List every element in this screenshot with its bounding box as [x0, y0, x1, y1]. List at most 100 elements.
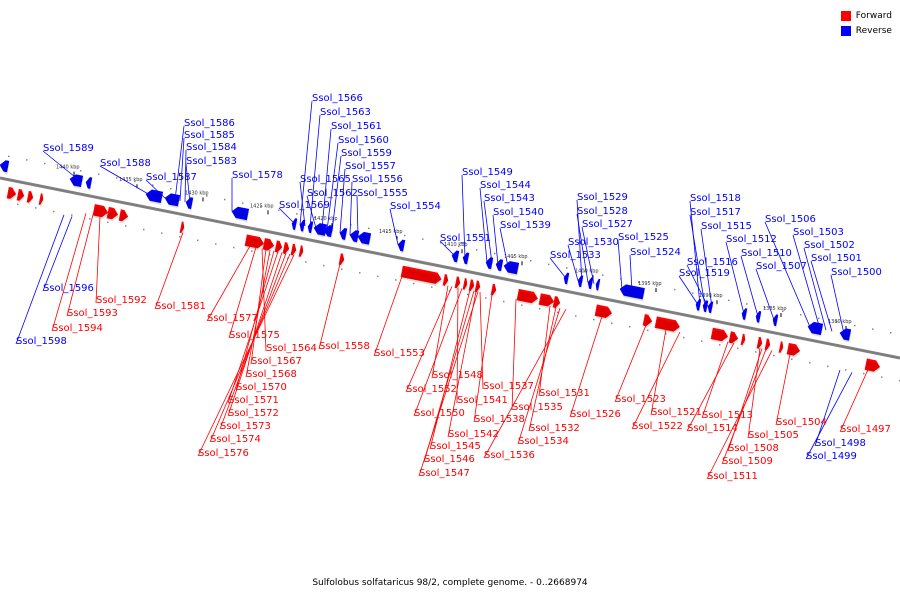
- tick-dot: [773, 354, 775, 357]
- forward-gene-shadow: [119, 211, 129, 224]
- forward-gene-shadow: [443, 276, 449, 288]
- forward-gene-shadow: [539, 295, 555, 309]
- reverse-gene: [0, 160, 10, 175]
- reverse-gene-label: Ssol_1586: [184, 118, 235, 129]
- forward-gene-label-connector: [511, 299, 517, 411]
- reverse-gene-shadow: [596, 281, 601, 293]
- reverse-gene-label: Ssol_1561: [331, 121, 382, 132]
- tick-dot: [395, 279, 397, 281]
- reverse-gene: [619, 284, 646, 302]
- reverse-gene-label: Ssol_1540: [493, 207, 544, 218]
- reverse-gene-label-connector: [755, 268, 775, 320]
- tick-dot: [98, 173, 100, 176]
- forward-gene: [490, 283, 497, 298]
- reverse-swatch: [840, 25, 851, 36]
- forward-gene-label-connector: [66, 214, 94, 317]
- forward-gene-shadow: [517, 291, 539, 306]
- forward-gene-shape: [728, 331, 739, 344]
- forward-gene-shadow: [765, 340, 771, 353]
- tick-dot: [296, 213, 298, 215]
- reverse-gene-label: Ssol_1498: [815, 438, 866, 449]
- tick-dot: [332, 220, 334, 222]
- kbp-tick-label: 1405 kbp: [504, 254, 528, 260]
- reverse-gene: [577, 275, 584, 289]
- tick-dot: [494, 252, 496, 255]
- forward-gene-shadow: [107, 209, 119, 222]
- forward-gene-label-connector: [228, 247, 257, 339]
- forward-gene-shape: [778, 341, 784, 353]
- reverse-gene-shape: [595, 278, 601, 291]
- reverse-gene: [164, 193, 181, 209]
- forward-gene-shape: [594, 304, 613, 319]
- legend-reverse: Reverse: [840, 23, 892, 38]
- forward-gene: [552, 296, 561, 310]
- forward-gene-shape: [454, 276, 461, 289]
- tick-dot: [656, 285, 658, 287]
- forward-gene-shadow: [245, 236, 265, 251]
- forward-gene-shape: [282, 242, 290, 254]
- forward-gene-label: Ssol_1567: [251, 356, 302, 367]
- reverse-gene-label-connector: [439, 240, 456, 257]
- reverse-gene-shape: [349, 230, 360, 243]
- forward-gene-shape: [864, 358, 881, 372]
- reverse-gene-shape: [231, 206, 250, 221]
- tick-dot: [215, 243, 217, 245]
- forward-gene-label-connector: [206, 245, 251, 322]
- reverse-gene-label-connector: [174, 125, 185, 201]
- forward-gene: [538, 293, 555, 309]
- forward-gene-shadow: [711, 330, 729, 344]
- tick-dot: [26, 159, 28, 161]
- forward-gene-label: Ssol_1542: [448, 429, 499, 440]
- forward-gene-label: Ssol_1536: [484, 450, 535, 461]
- forward-gene-shadow: [463, 280, 468, 292]
- tick-dot: [728, 299, 730, 302]
- forward-gene: [740, 333, 746, 348]
- tick-dot: [377, 275, 379, 278]
- kbp-tick-label: 1435 kbp: [119, 177, 143, 183]
- tick-dot: [431, 286, 433, 288]
- forward-gene-label-connector: [701, 341, 729, 419]
- forward-gene-shape: [262, 238, 275, 251]
- reverse-gene-label: Ssol_1527: [582, 219, 633, 230]
- reverse-gene-shadow: [708, 303, 714, 315]
- forward-gene-label: Ssol_1511: [707, 471, 758, 482]
- reverse-gene: [503, 261, 520, 277]
- forward-gene-shape: [710, 327, 729, 342]
- tick-dot: [107, 221, 109, 224]
- forward-gene: [728, 331, 739, 346]
- reverse-gene-label-connector: [145, 179, 166, 199]
- kbp-tick-label: 1385 kbp: [763, 306, 787, 312]
- reverse-gene-shadow: [165, 195, 181, 209]
- forward-gene-label: Ssol_1576: [198, 448, 249, 459]
- reverse-gene-shadow: [504, 263, 520, 277]
- forward-gene-shadow: [7, 189, 17, 201]
- tick-dot: [827, 365, 829, 368]
- tick-dot: [386, 231, 388, 233]
- reverse-gene-shadow: [398, 242, 406, 254]
- forward-gene-label: Ssol_1541: [457, 395, 508, 406]
- tick-dot: [197, 239, 199, 242]
- reverse-gene-shape: [357, 231, 372, 245]
- forward-gene-label-connector: [197, 254, 295, 457]
- reverse-gene-shape: [462, 252, 470, 265]
- forward-gene-label-connector: [517, 307, 561, 445]
- reverse-gene: [462, 252, 470, 267]
- forward-gene: [778, 341, 784, 355]
- reverse-gene-shape: [145, 189, 164, 204]
- forward-gene-shape: [400, 265, 442, 284]
- tick-dot: [134, 180, 136, 183]
- tick-dot: [800, 314, 802, 316]
- forward-gene: [710, 327, 729, 344]
- forward-gene-shape: [764, 338, 771, 351]
- forward-gene-shadow: [865, 360, 881, 374]
- forward-gene-label-connector: [456, 287, 459, 404]
- forward-gene-label: Ssol_1594: [52, 323, 103, 334]
- reverse-gene-label-connector: [299, 100, 313, 226]
- reverse-gene-shape: [307, 221, 314, 234]
- kbp-tick-label: 1380 kbp: [828, 319, 852, 325]
- reverse-gene-label: Ssol_1499: [806, 451, 857, 462]
- tick-dot: [890, 332, 892, 334]
- forward-gene-shadow: [553, 298, 561, 310]
- reverse-gene-label-connector: [42, 150, 81, 182]
- forward-gene-shadow: [17, 191, 25, 203]
